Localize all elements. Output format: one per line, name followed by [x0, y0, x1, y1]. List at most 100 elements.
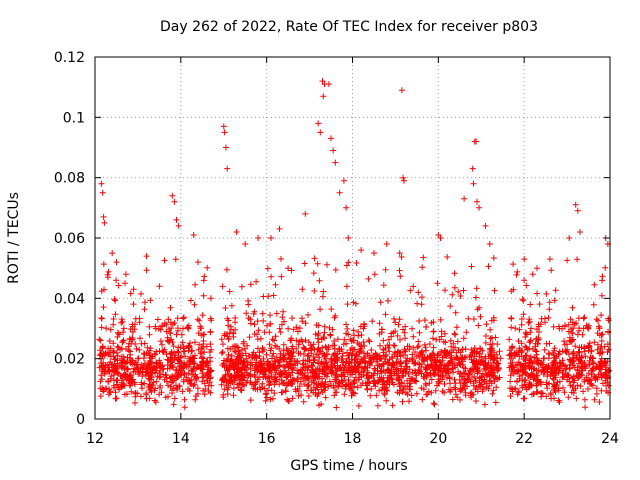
data-point: [146, 361, 153, 368]
data-point: [127, 359, 134, 366]
data-point: [102, 362, 109, 369]
data-point: [507, 393, 514, 400]
data-point: [204, 377, 210, 384]
data-point: [181, 371, 188, 378]
data-point: [98, 315, 105, 321]
data-point: [580, 315, 587, 322]
data-point: [422, 344, 429, 351]
data-point: [356, 369, 363, 376]
data-point: [399, 398, 406, 405]
data-point: [520, 395, 527, 402]
data-point: [110, 349, 116, 356]
data-point: [489, 340, 496, 347]
data-point: [310, 377, 317, 384]
data-point: [261, 385, 268, 392]
data-point-outlier: [101, 219, 108, 226]
data-point: [160, 366, 166, 373]
data-point: [253, 353, 260, 360]
data-point: [343, 382, 350, 389]
data-point: [407, 287, 414, 294]
data-point: [406, 358, 413, 365]
data-point: [419, 396, 426, 403]
data-point-outlier: [98, 180, 105, 187]
data-point: [260, 355, 267, 362]
data-point: [373, 392, 380, 399]
data-point: [354, 339, 361, 346]
data-point: [266, 367, 273, 374]
data-point: [185, 361, 192, 368]
data-point: [267, 320, 274, 327]
data-point: [489, 390, 496, 397]
data-point: [368, 385, 375, 392]
data-point: [404, 383, 411, 390]
data-point: [221, 377, 228, 384]
data-point-outlier: [317, 129, 324, 136]
data-point: [305, 393, 312, 399]
data-point: [120, 381, 127, 388]
data-point: [385, 336, 392, 343]
data-point: [527, 301, 534, 308]
data-point: [159, 341, 165, 348]
data-point: [225, 358, 232, 365]
data-point: [326, 324, 333, 331]
data-point: [167, 383, 174, 390]
data-point: [229, 379, 236, 386]
data-point: [165, 393, 171, 400]
data-point: [187, 297, 194, 304]
data-point: [200, 277, 207, 284]
data-point: [361, 350, 368, 357]
data-point: [567, 361, 574, 368]
data-point-outlier: [461, 195, 468, 202]
data-point: [355, 402, 362, 409]
data-point: [173, 375, 180, 382]
data-point: [438, 333, 445, 340]
data-point: [386, 348, 393, 355]
data-point: [136, 319, 143, 326]
data-point: [259, 310, 266, 317]
data-point: [384, 374, 391, 381]
data-point: [602, 358, 609, 365]
data-point: [97, 337, 104, 344]
x-tick-label: 22: [515, 431, 533, 447]
data-point: [367, 392, 374, 399]
data-point: [267, 347, 274, 354]
data-point: [424, 391, 431, 398]
data-point: [266, 341, 273, 348]
data-point: [100, 304, 107, 311]
data-point: [451, 330, 458, 337]
data-point: [205, 366, 212, 373]
data-point: [374, 402, 381, 409]
data-point: [295, 350, 302, 357]
data-point: [171, 395, 178, 402]
data-point: [437, 373, 444, 380]
data-point: [576, 327, 583, 334]
data-point: [399, 372, 406, 379]
data-point: [316, 277, 323, 284]
data-point-outlier: [109, 250, 116, 257]
data-point: [284, 347, 291, 354]
data-point-outlier: [143, 253, 150, 260]
data-point: [186, 344, 192, 351]
data-point: [289, 353, 296, 360]
data-point: [511, 350, 518, 357]
data-point: [447, 366, 454, 373]
data-point: [394, 332, 401, 339]
data-point: [431, 401, 438, 408]
data-point: [247, 281, 254, 288]
data-point: [319, 381, 326, 388]
data-point: [283, 346, 290, 353]
data-point: [115, 330, 122, 337]
data-point: [351, 346, 358, 353]
data-point: [182, 353, 188, 360]
data-point: [334, 336, 341, 343]
data-point: [384, 360, 391, 366]
data-point: [515, 368, 522, 375]
data-point: [427, 370, 434, 376]
data-point-outlier: [233, 229, 240, 235]
data-point: [522, 360, 529, 367]
data-point: [260, 367, 267, 374]
data-point: [542, 319, 548, 326]
data-point: [289, 343, 296, 350]
data-point: [396, 387, 403, 394]
data-point: [267, 396, 274, 403]
